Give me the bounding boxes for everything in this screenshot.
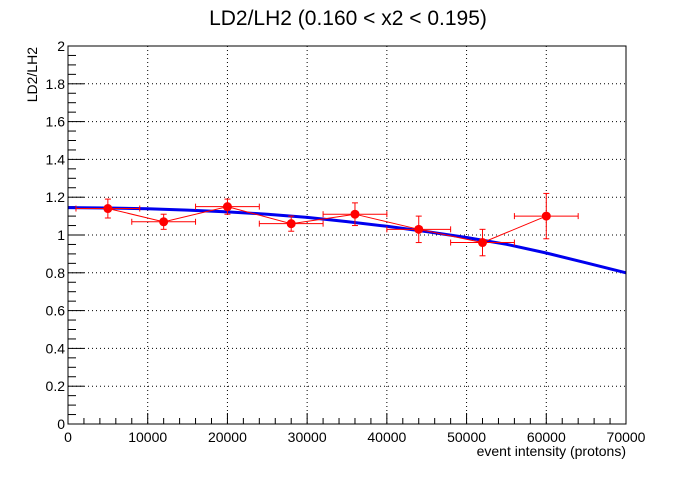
data-point (541, 211, 551, 221)
y-tick-label: 0.8 (46, 265, 66, 281)
fit-curve-layer (67, 206, 627, 275)
x-tick-label: 50000 (447, 429, 486, 445)
chart-title: LD2/LH2 (0.160 < x2 < 0.195) (209, 7, 487, 30)
x-tick-label: 70000 (607, 429, 646, 445)
y-tick-label: 0.2 (46, 378, 66, 394)
plot-frame (67, 45, 627, 425)
data-connecting-line (107, 206, 547, 244)
y-tick-label: 1.6 (46, 114, 66, 130)
y-tick-label: 1.2 (46, 189, 66, 205)
data-point (159, 217, 169, 227)
x-tick-label: 10000 (128, 429, 167, 445)
y-tick-label: 2 (57, 38, 65, 54)
data-point (103, 204, 113, 214)
data-point (286, 219, 296, 229)
x-tick-label: 20000 (208, 429, 247, 445)
data-points-layer (75, 192, 579, 257)
data-point (350, 209, 360, 219)
y-axis-label: LD2/LH2 (24, 47, 40, 102)
y-tick-label: 1.8 (46, 76, 66, 92)
fit-curve-line (67, 206, 627, 275)
data-point (222, 202, 232, 212)
data-point (478, 238, 488, 248)
y-tick-label: 0.4 (46, 340, 66, 356)
y-tick-label: 1 (57, 227, 65, 243)
grid (68, 46, 626, 424)
x-tick-label: 0 (64, 429, 72, 445)
y-tick-label: 1.4 (46, 151, 66, 167)
x-tick-label: 30000 (288, 429, 327, 445)
y-tick-label: 0 (57, 416, 65, 432)
y-tick-label: 0.6 (46, 303, 66, 319)
data-point (414, 224, 424, 234)
axis-ticks: 0 10000 20000 30000 40000 50000 60000 70000 0 0.2… (46, 38, 646, 445)
x-axis-label: event intensity (protons) (477, 443, 626, 459)
x-tick-label: 60000 (527, 429, 566, 445)
x-tick-label: 40000 (367, 429, 406, 445)
